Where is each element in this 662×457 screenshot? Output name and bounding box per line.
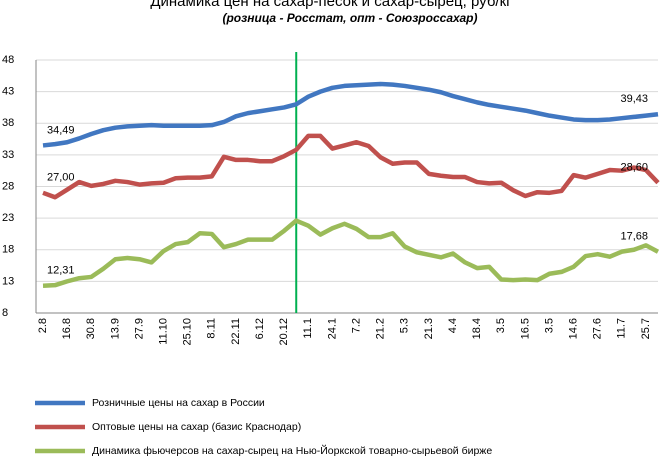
legend-label: Динамика фьючерсов на сахар-сырец на Нью… [92, 444, 492, 457]
chart-title: Динамика цен на сахар-песок и сахар-сыре… [150, 0, 512, 10]
x-tick-label: 21.2 [375, 318, 387, 339]
x-tick-label: 18.4 [471, 318, 483, 339]
x-tick-label: 21.3 [423, 318, 435, 339]
x-tick-label: 30.8 [85, 318, 97, 339]
y-tick-label: 13 [2, 275, 14, 287]
x-tick-label: 11.7 [616, 318, 628, 339]
x-tick-label: 8.11 [206, 318, 218, 339]
x-tick-label: 27.9 [133, 318, 145, 339]
x-tick-label: 3.5 [543, 318, 555, 333]
y-tick-label: 18 [2, 244, 14, 256]
x-tick-label: 22.11 [230, 318, 242, 345]
y-tick-label: 28 [2, 180, 14, 192]
x-tick-label: 3.5 [495, 318, 507, 333]
data-label: 34,49 [47, 124, 75, 136]
x-tick-label: 4.4 [447, 318, 459, 333]
x-tick-label: 7.2 [350, 318, 362, 333]
data-label: 12,31 [47, 265, 75, 277]
series-line [42, 218, 660, 288]
y-tick-label: 43 [2, 86, 14, 98]
x-tick-label: 27.6 [592, 318, 604, 339]
series-line [42, 133, 660, 200]
x-tick-label: 14.6 [567, 318, 579, 339]
x-tick-label: 11.1 [302, 318, 314, 339]
data-label: 17,68 [620, 231, 648, 243]
x-tick-label: 16.5 [519, 318, 531, 339]
y-tick-label: 8 [2, 307, 8, 319]
series-line [42, 81, 659, 148]
legend-label: Розничные цены на сахар в России [92, 397, 265, 409]
x-tick-label: 16.8 [61, 318, 73, 339]
x-tick-label: 25.10 [182, 318, 194, 346]
x-tick-label: 24.1 [326, 318, 338, 339]
x-tick-label: 2.8 [37, 318, 49, 333]
x-tick-label: 5.3 [399, 318, 411, 333]
data-label: 39,43 [620, 93, 648, 105]
data-label: 28,60 [620, 162, 648, 174]
y-tick-label: 33 [2, 149, 14, 161]
x-tick-label: 6.12 [254, 318, 266, 339]
y-tick-label: 23 [2, 212, 14, 224]
x-tick-label: 11.10 [157, 318, 169, 345]
chart-subtitle: (розница - Росстат, опт - Союзроссахар) [222, 11, 477, 25]
x-tick-label: 13.9 [109, 318, 121, 339]
x-tick-label: 25.7 [640, 318, 652, 339]
legend-label: Оптовые цены на сахар (базис Краснодар) [92, 421, 301, 433]
y-tick-label: 48 [2, 54, 14, 66]
data-label: 27,00 [47, 172, 75, 184]
x-tick-label: 20.12 [278, 318, 290, 346]
y-tick-label: 38 [2, 117, 14, 129]
